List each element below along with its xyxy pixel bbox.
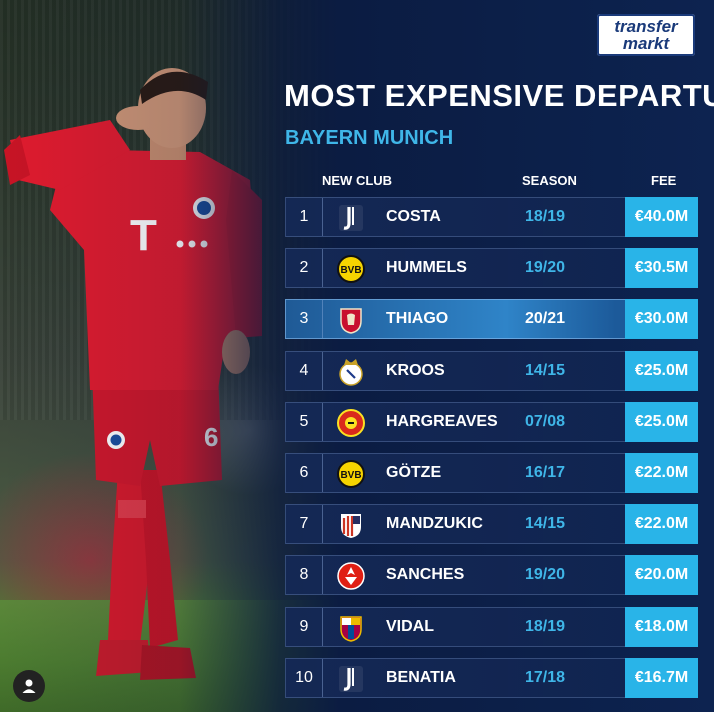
user-icon bbox=[22, 679, 36, 693]
table-row: 10 BENATIA 17/18 €16.7M bbox=[285, 658, 698, 698]
row-rank: 10 bbox=[286, 659, 323, 697]
row-player-name: COSTA bbox=[386, 208, 441, 225]
table-row: 1 COSTA 18/19 €40.0M bbox=[285, 197, 698, 237]
svg-text:BVB: BVB bbox=[340, 265, 361, 276]
row-rank: 4 bbox=[286, 352, 323, 390]
dortmund-crest-icon: BVB bbox=[337, 460, 365, 488]
table-row: 3 THIAGO 20/21 €30.0M bbox=[285, 299, 698, 339]
real-madrid-crest-icon bbox=[339, 359, 363, 386]
column-header-fee: FEE bbox=[651, 173, 677, 188]
table-row: 9 VIDAL 18/19 €18.0M bbox=[285, 607, 698, 647]
row-fee: €30.5M bbox=[625, 248, 698, 288]
row-fee: €16.7M bbox=[625, 658, 698, 698]
row-player-name: THIAGO bbox=[386, 310, 449, 327]
row-season: 18/19 bbox=[524, 618, 566, 635]
table-row: 7 MANDZUKIC 14/15 €22.0M bbox=[285, 504, 698, 544]
lille-crest-icon bbox=[337, 562, 365, 590]
row-rank: 6 bbox=[286, 454, 323, 492]
table-row: 4 KROOS 14/15 €25.0M bbox=[285, 351, 698, 391]
row-season: 19/20 bbox=[524, 566, 566, 583]
row-player-name: BENATIA bbox=[386, 669, 456, 686]
svg-text:BVB: BVB bbox=[340, 470, 361, 481]
row-rank: 3 bbox=[286, 300, 323, 338]
juventus-crest-icon bbox=[339, 666, 363, 692]
row-player-name: KROOS bbox=[386, 362, 445, 379]
row-player-name: GÖTZE bbox=[386, 464, 442, 481]
row-fee: €40.0M bbox=[625, 197, 698, 237]
logo-text-line1: transfer bbox=[614, 17, 678, 36]
page-title: MOST EXPENSIVE DEPARTURES bbox=[284, 78, 714, 113]
dortmund-crest-icon: BVB bbox=[337, 255, 365, 283]
barcelona-crest-icon bbox=[340, 616, 362, 642]
row-season: 18/19 bbox=[524, 208, 566, 225]
transfermarkt-logo: transfer markt bbox=[597, 14, 695, 56]
column-header-club: NEW CLUB bbox=[322, 173, 393, 188]
row-player-name: VIDAL bbox=[386, 618, 434, 635]
row-rank: 7 bbox=[286, 505, 323, 543]
row-season: 07/08 bbox=[524, 413, 566, 430]
row-season: 14/15 bbox=[524, 362, 566, 379]
row-rank: 1 bbox=[286, 198, 323, 236]
row-player-name: MANDZUKIC bbox=[386, 515, 483, 532]
row-player-name: HUMMELS bbox=[386, 259, 467, 276]
row-fee: €22.0M bbox=[625, 453, 698, 493]
row-fee: €25.0M bbox=[625, 351, 698, 391]
row-rank: 5 bbox=[286, 403, 323, 441]
liverpool-crest-icon bbox=[340, 308, 362, 334]
row-season: 16/17 bbox=[524, 464, 566, 481]
juventus-crest-icon bbox=[339, 205, 363, 231]
row-season: 20/21 bbox=[524, 310, 566, 327]
row-season: 14/15 bbox=[524, 515, 566, 532]
row-rank: 2 bbox=[286, 249, 323, 287]
row-rank: 9 bbox=[286, 608, 323, 646]
row-season: 17/18 bbox=[524, 669, 566, 686]
row-fee: €18.0M bbox=[625, 607, 698, 647]
manchester-united-crest-icon bbox=[337, 409, 365, 437]
row-season: 19/20 bbox=[524, 259, 566, 276]
row-player-name: HARGREAVES bbox=[386, 413, 498, 430]
logo-text-line2: markt bbox=[622, 34, 670, 53]
row-fee: €20.0M bbox=[625, 555, 698, 595]
table-row: 8 SANCHES 19/20 €20.0M bbox=[285, 555, 698, 595]
row-fee: €22.0M bbox=[625, 504, 698, 544]
atletico-madrid-crest-icon bbox=[341, 514, 361, 538]
table-row: 6 BVB GÖTZE 16/17 €22.0M bbox=[285, 453, 698, 493]
row-rank: 8 bbox=[286, 556, 323, 594]
table-row: 2 BVB HUMMELS 19/20 €30.5M bbox=[285, 248, 698, 288]
page-subtitle: BAYERN MUNICH bbox=[285, 127, 454, 149]
row-fee: €25.0M bbox=[625, 402, 698, 442]
row-player-name: SANCHES bbox=[386, 566, 465, 583]
profile-avatar-button[interactable] bbox=[13, 670, 45, 702]
table-row: 5 HARGREAVES 07/08 €25.0M bbox=[285, 402, 698, 442]
column-header-season: SEASON bbox=[522, 173, 577, 188]
row-fee: €30.0M bbox=[625, 299, 698, 339]
